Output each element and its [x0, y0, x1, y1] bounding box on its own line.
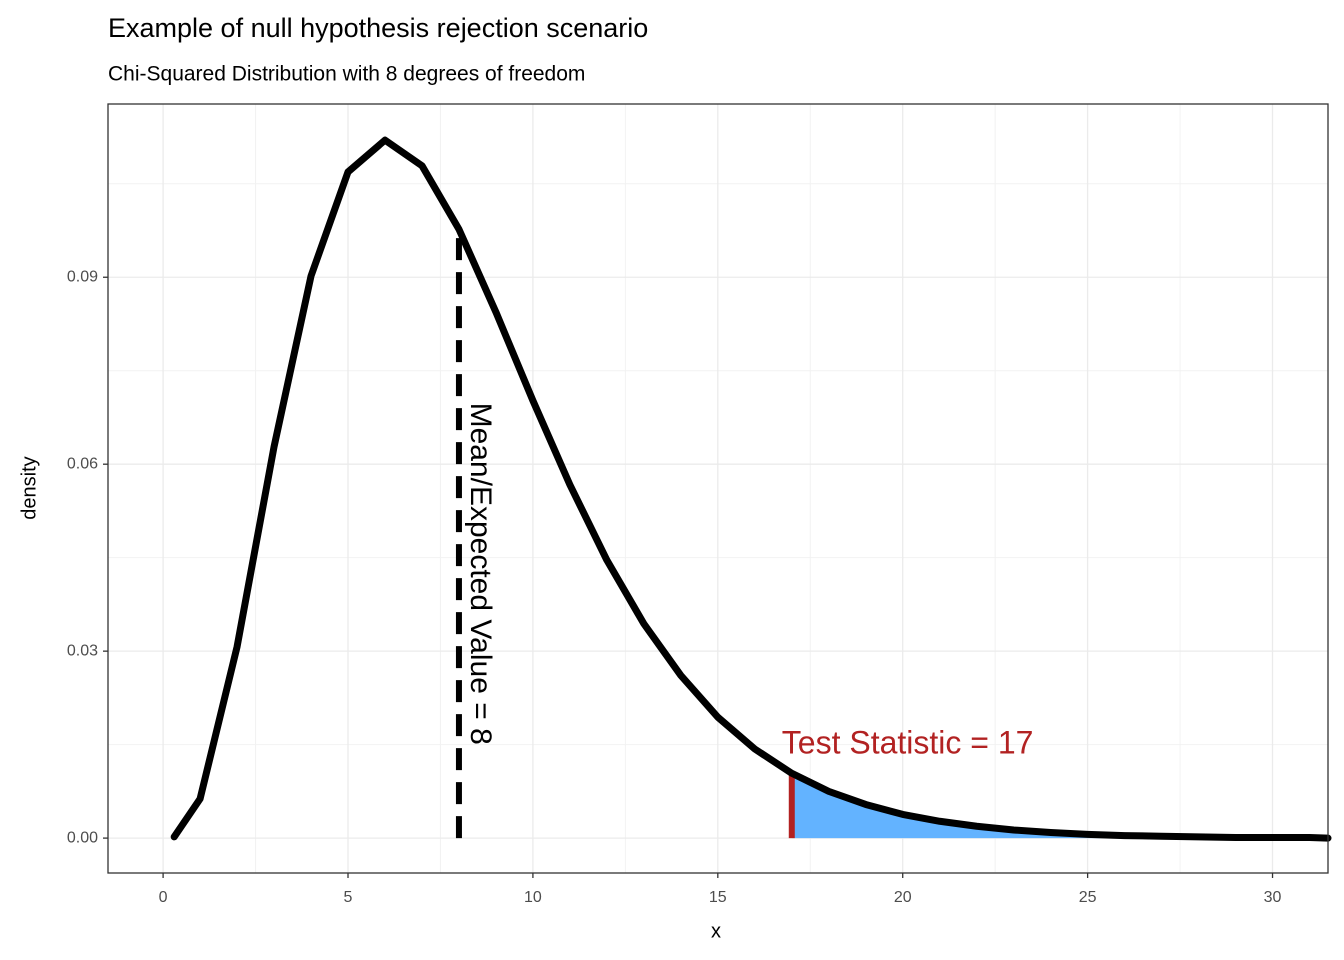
chart-subtitle: Chi-Squared Distribution with 8 degrees …	[108, 63, 585, 86]
x-tick-label: 15	[709, 889, 727, 906]
y-axis-label: density	[18, 456, 40, 519]
x-tick-label: 25	[1079, 889, 1097, 906]
y-tick-label: 0.00	[67, 829, 98, 846]
panel-border	[107, 103, 1329, 874]
density-curve	[170, 136, 1332, 842]
annotation-label: Mean/Expected Value = 8	[464, 403, 497, 745]
y-tick-label: 0.06	[67, 455, 98, 472]
y-tick-label: 0.03	[67, 642, 98, 659]
chart-title: Example of null hypothesis rejection sce…	[108, 13, 648, 43]
x-tick-label: 20	[894, 889, 912, 906]
x-tick-label: 10	[524, 889, 542, 906]
x-axis-label: x	[711, 920, 721, 942]
annotation-label: Test Statistic = 17	[782, 725, 1034, 761]
x-tick-label: 0	[159, 889, 168, 906]
y-tick-label: 0.09	[67, 268, 98, 285]
x-tick-label: 30	[1264, 889, 1282, 906]
x-tick-label: 5	[344, 889, 353, 906]
